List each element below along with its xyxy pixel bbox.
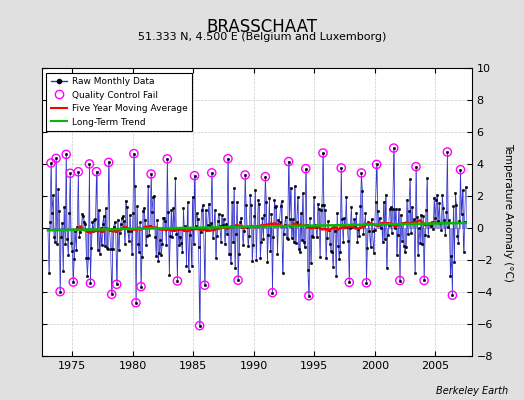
Point — [66, 170, 74, 176]
Point — [345, 279, 354, 286]
Point — [92, 168, 101, 175]
Point — [389, 145, 398, 151]
Point — [74, 168, 82, 175]
Point — [373, 161, 381, 168]
Text: BRASSCHAAT: BRASSCHAAT — [206, 18, 318, 36]
Point — [208, 170, 216, 176]
Point — [234, 277, 242, 284]
Point — [357, 170, 366, 176]
Point — [268, 290, 277, 296]
Point — [69, 279, 78, 285]
Point — [443, 149, 452, 155]
Point — [285, 158, 293, 165]
Point — [56, 288, 64, 295]
Point — [412, 164, 420, 170]
Point — [104, 159, 113, 166]
Point — [304, 292, 313, 299]
Point — [362, 280, 370, 286]
Legend: Raw Monthly Data, Quality Control Fail, Five Year Moving Average, Long-Term Tren: Raw Monthly Data, Quality Control Fail, … — [47, 72, 192, 131]
Point — [396, 277, 404, 284]
Text: Temperature Anomaly (°C): Temperature Anomaly (°C) — [503, 142, 514, 282]
Point — [319, 150, 327, 156]
Point — [241, 172, 249, 178]
Point — [195, 322, 204, 329]
Point — [85, 161, 94, 167]
Point — [224, 156, 232, 162]
Point — [448, 292, 456, 298]
Point — [261, 174, 269, 180]
Point — [420, 277, 428, 284]
Text: 51.333 N, 4.500 E (Belgium and Luxemborg): 51.333 N, 4.500 E (Belgium and Luxemborg… — [138, 32, 386, 42]
Point — [337, 165, 345, 171]
Point — [147, 171, 155, 177]
Point — [107, 291, 116, 298]
Point — [137, 284, 145, 290]
Point — [456, 166, 465, 173]
Point — [201, 282, 209, 288]
Point — [163, 156, 171, 162]
Point — [86, 280, 95, 286]
Point — [47, 160, 55, 166]
Text: Berkeley Earth: Berkeley Earth — [436, 386, 508, 396]
Point — [302, 166, 310, 172]
Point — [113, 281, 121, 288]
Point — [62, 151, 70, 158]
Point — [132, 300, 140, 306]
Point — [173, 278, 182, 284]
Point — [130, 150, 138, 157]
Point — [190, 172, 199, 179]
Point — [52, 155, 60, 162]
